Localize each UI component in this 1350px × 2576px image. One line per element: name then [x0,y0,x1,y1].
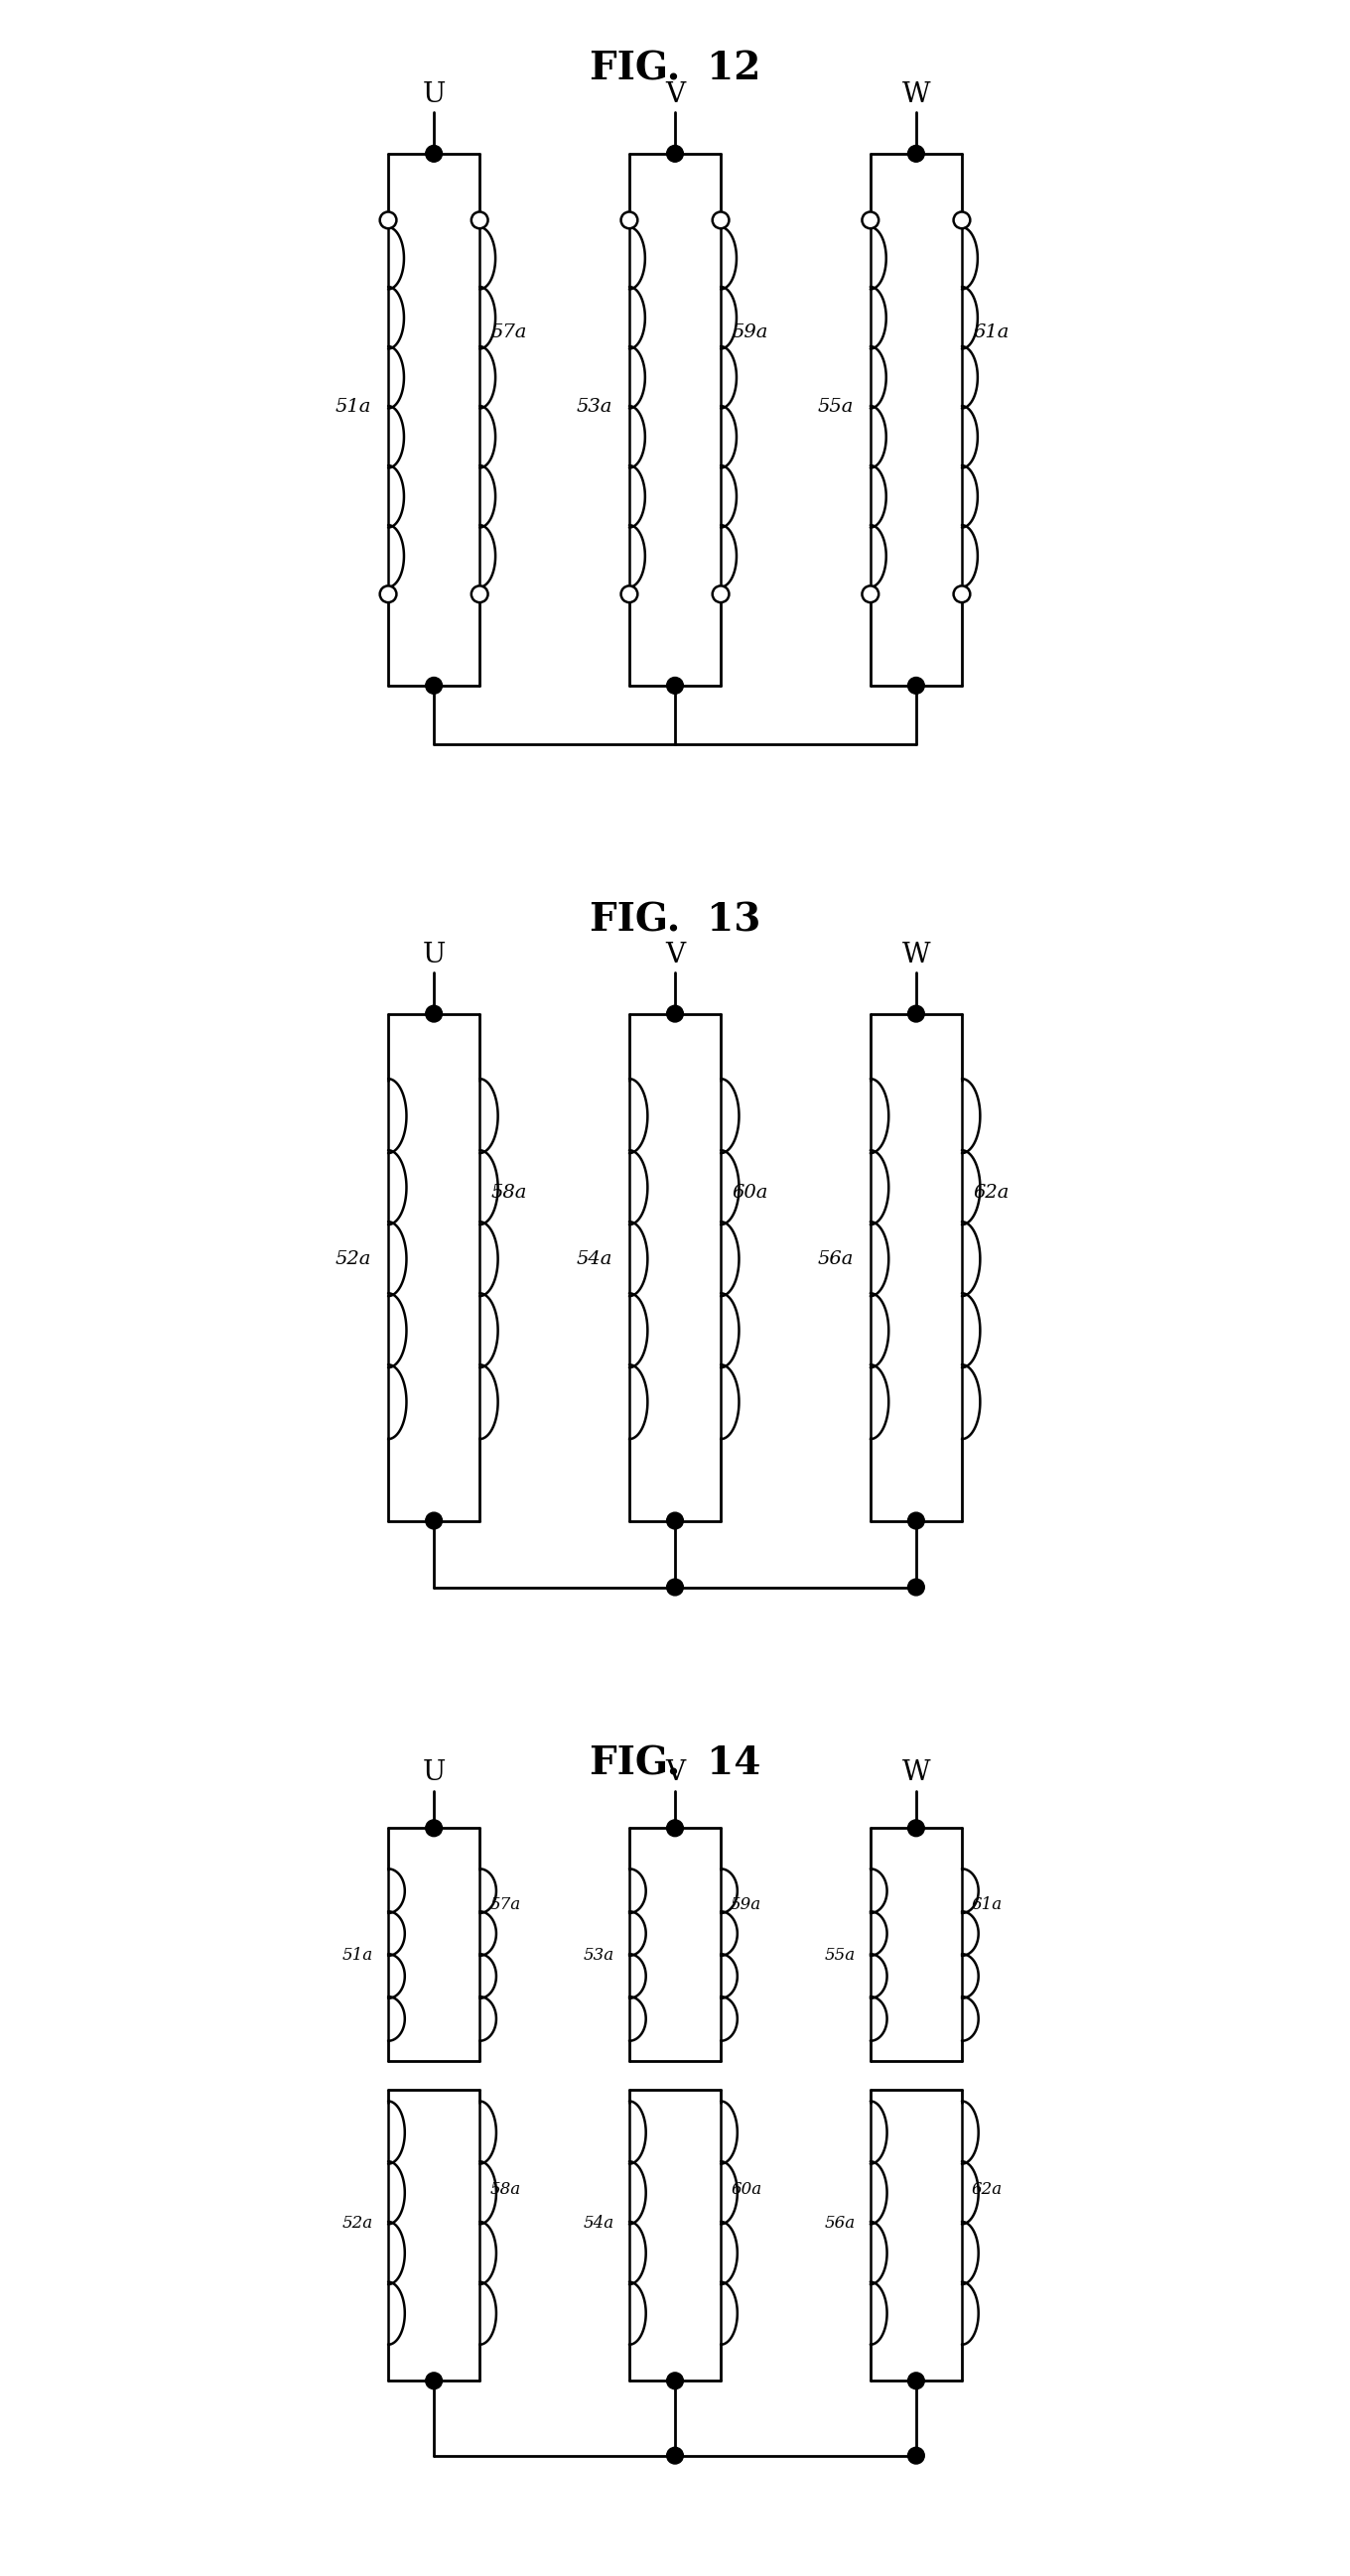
Circle shape [907,1512,925,1530]
Text: 54a: 54a [583,2215,614,2231]
Circle shape [667,1579,683,1595]
Text: FIG.  14: FIG. 14 [590,1744,760,1783]
Circle shape [471,211,487,229]
Text: 57a: 57a [491,325,528,340]
Circle shape [621,585,637,603]
Text: 53a: 53a [583,1947,614,1963]
Circle shape [863,211,879,229]
Text: V: V [666,1759,684,1788]
Circle shape [907,2372,925,2388]
Circle shape [425,1005,443,1023]
Circle shape [667,2372,683,2388]
Circle shape [425,1819,443,1837]
Text: U: U [423,82,446,108]
Text: 56a: 56a [825,2215,856,2231]
Text: 56a: 56a [818,1249,853,1267]
Circle shape [907,1005,925,1023]
Text: V: V [666,82,684,108]
Circle shape [667,1512,683,1530]
Text: 51a: 51a [343,1947,373,1963]
Text: U: U [423,940,446,969]
Circle shape [667,1005,683,1023]
Text: 58a: 58a [491,1182,528,1200]
Text: V: V [666,940,684,969]
Text: 60a: 60a [732,1182,768,1200]
Text: U: U [423,1759,446,1788]
Circle shape [379,211,397,229]
Circle shape [379,585,397,603]
Text: 53a: 53a [576,399,613,417]
Circle shape [907,1579,925,1595]
Text: 52a: 52a [335,1249,371,1267]
Text: W: W [902,82,930,108]
Text: W: W [902,940,930,969]
Circle shape [953,211,971,229]
Text: FIG.  12: FIG. 12 [590,49,760,88]
Circle shape [667,2447,683,2463]
Text: 55a: 55a [825,1947,856,1963]
Circle shape [667,144,683,162]
Circle shape [907,144,925,162]
Text: W: W [902,1759,930,1788]
Circle shape [907,677,925,693]
Text: 55a: 55a [818,399,853,417]
Text: 59a: 59a [732,325,768,340]
Text: 54a: 54a [576,1249,613,1267]
Circle shape [471,585,487,603]
Text: FIG.  13: FIG. 13 [590,902,760,940]
Circle shape [907,2447,925,2463]
Circle shape [953,585,971,603]
Circle shape [425,1512,443,1530]
Text: 61a: 61a [973,325,1010,340]
Text: 60a: 60a [730,2182,761,2197]
Text: 58a: 58a [490,2182,521,2197]
Text: 57a: 57a [490,1896,521,1914]
Text: 62a: 62a [973,1182,1010,1200]
Circle shape [621,211,637,229]
Circle shape [667,677,683,693]
Circle shape [713,211,729,229]
Circle shape [425,2372,443,2388]
Text: 51a: 51a [335,399,371,417]
Circle shape [907,1819,925,1837]
Circle shape [863,585,879,603]
Text: 61a: 61a [972,1896,1003,1914]
Circle shape [667,1819,683,1837]
Text: 59a: 59a [730,1896,761,1914]
Circle shape [425,677,443,693]
Circle shape [425,144,443,162]
Text: 52a: 52a [343,2215,373,2231]
Text: 62a: 62a [972,2182,1003,2197]
Circle shape [713,585,729,603]
